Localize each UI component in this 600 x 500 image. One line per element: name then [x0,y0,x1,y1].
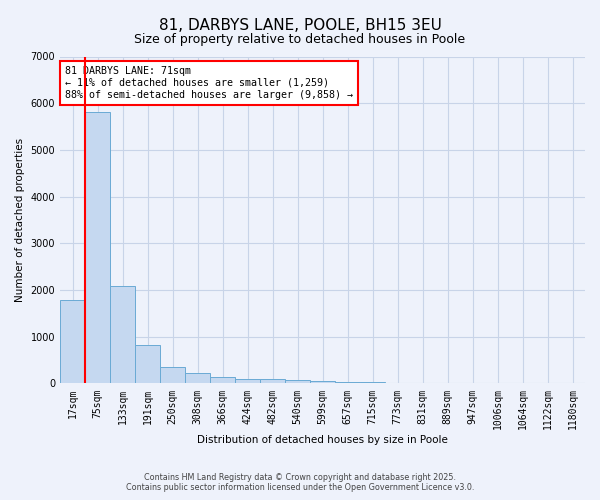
Bar [110,286,135,384]
Bar [410,383,435,384]
Text: Size of property relative to detached houses in Poole: Size of property relative to detached ho… [134,32,466,46]
Bar [360,382,385,384]
Bar [160,366,185,384]
Bar [235,379,260,384]
Bar [60,300,85,384]
Bar [385,382,410,384]
Bar [285,380,310,384]
Bar [335,382,360,384]
Text: 81, DARBYS LANE, POOLE, BH15 3EU: 81, DARBYS LANE, POOLE, BH15 3EU [158,18,442,32]
Y-axis label: Number of detached properties: Number of detached properties [15,138,25,302]
Bar [135,345,160,384]
Bar [85,112,110,384]
Bar [260,380,285,384]
Bar [185,374,210,384]
Text: Contains HM Land Registry data © Crown copyright and database right 2025.
Contai: Contains HM Land Registry data © Crown c… [126,473,474,492]
Text: 81 DARBYS LANE: 71sqm
← 11% of detached houses are smaller (1,259)
88% of semi-d: 81 DARBYS LANE: 71sqm ← 11% of detached … [65,66,353,100]
X-axis label: Distribution of detached houses by size in Poole: Distribution of detached houses by size … [197,435,448,445]
Bar [210,378,235,384]
Bar [310,381,335,384]
